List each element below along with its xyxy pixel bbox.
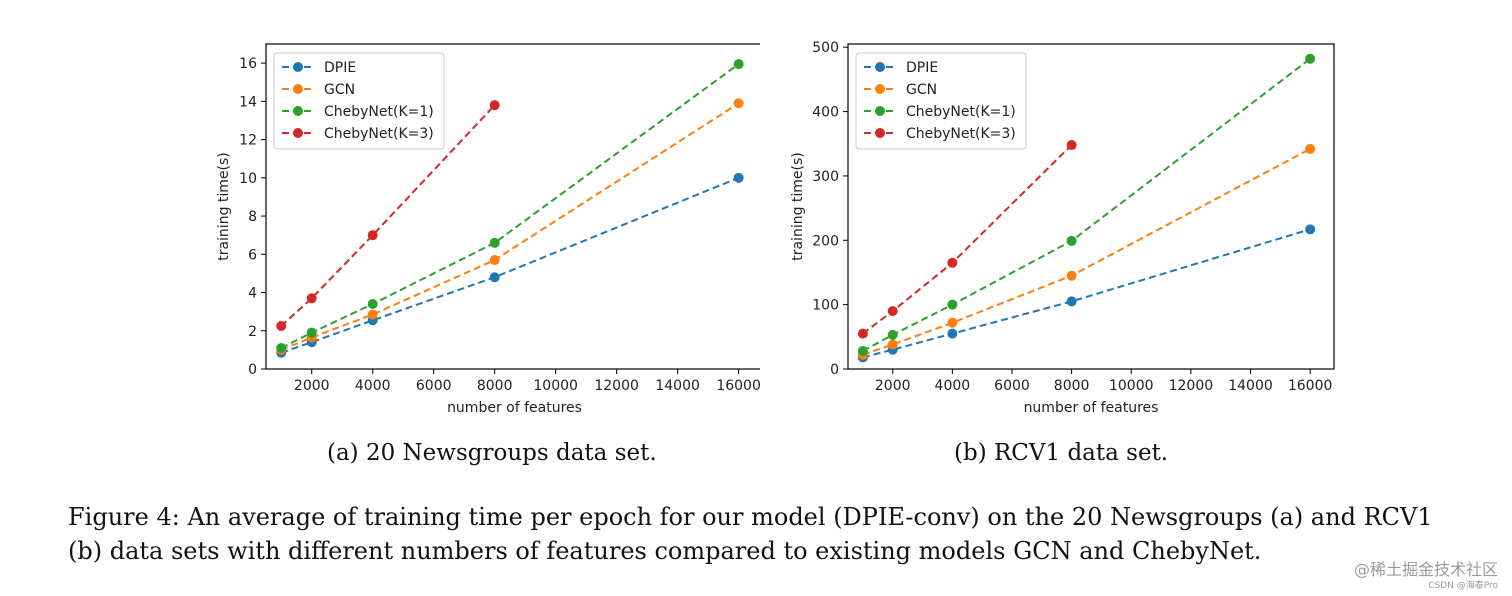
y-tick-label: 12 bbox=[239, 133, 257, 149]
x-tick-label: 6000 bbox=[416, 378, 452, 394]
series-line-gcn bbox=[862, 148, 1311, 356]
data-point bbox=[887, 306, 898, 317]
x-tick-label: 2000 bbox=[294, 378, 330, 394]
data-point bbox=[857, 328, 868, 339]
legend-marker bbox=[875, 84, 885, 94]
y-tick-label: 2 bbox=[248, 324, 257, 340]
plot-frame bbox=[847, 43, 1335, 370]
data-point bbox=[306, 293, 317, 304]
x-tick-label: 4000 bbox=[355, 378, 391, 394]
data-point bbox=[276, 320, 287, 331]
data-point bbox=[367, 230, 378, 241]
legend-marker bbox=[293, 106, 303, 116]
data-point bbox=[306, 327, 317, 338]
y-tick-label: 300 bbox=[812, 169, 839, 185]
data-point bbox=[733, 172, 744, 183]
watermark-subtext: CSDN @海泰Pro bbox=[1428, 581, 1498, 591]
data-point bbox=[857, 345, 868, 356]
legend-box bbox=[855, 52, 1027, 150]
x-axis-label: number of features bbox=[1024, 400, 1159, 416]
data-point bbox=[1305, 53, 1316, 64]
data-point bbox=[489, 237, 500, 248]
y-tick-label: 10 bbox=[239, 171, 257, 187]
data-point bbox=[947, 299, 958, 310]
data-point bbox=[733, 59, 744, 70]
data-point bbox=[489, 272, 500, 283]
legend-marker bbox=[875, 62, 885, 72]
plot-frame bbox=[265, 43, 760, 370]
data-point bbox=[489, 255, 500, 266]
data-point bbox=[1066, 235, 1077, 246]
y-tick-label: 0 bbox=[830, 362, 839, 378]
legend-label: ChebyNet(K=3) bbox=[906, 126, 1016, 142]
subcaption-b: (b) RCV1 data set. bbox=[954, 440, 1169, 466]
data-point bbox=[1066, 270, 1077, 281]
legend-label: DPIE bbox=[324, 60, 356, 76]
x-tick-label: 16000 bbox=[1288, 378, 1333, 394]
y-tick-label: 4 bbox=[248, 286, 257, 302]
y-tick-label: 6 bbox=[248, 247, 257, 263]
x-tick-label: 4000 bbox=[935, 378, 971, 394]
data-point bbox=[887, 339, 898, 350]
data-point bbox=[947, 257, 958, 268]
data-point bbox=[947, 328, 958, 339]
data-point bbox=[1305, 224, 1316, 235]
watermark-text: @稀土掘金技术社区 bbox=[1353, 560, 1498, 579]
series-line-chebynet-k-3- bbox=[862, 144, 1073, 335]
y-axis-label: training time(s) bbox=[216, 152, 232, 261]
y-tick-label: 200 bbox=[812, 233, 839, 249]
legend-label: DPIE bbox=[906, 60, 938, 76]
legend-marker bbox=[875, 128, 885, 138]
data-point bbox=[1066, 140, 1077, 151]
y-tick-label: 0 bbox=[248, 362, 257, 378]
subcaption-a: (a) 20 Newsgroups data set. bbox=[327, 440, 657, 466]
x-tick-label: 12000 bbox=[1169, 378, 1214, 394]
legend-marker bbox=[293, 128, 303, 138]
y-tick-label: 8 bbox=[248, 209, 257, 225]
legend-marker bbox=[293, 62, 303, 72]
data-point bbox=[367, 309, 378, 320]
legend-marker bbox=[875, 106, 885, 116]
x-tick-label: 10000 bbox=[533, 378, 578, 394]
caption-line-2: (b) data sets with different numbers of … bbox=[68, 537, 1262, 565]
data-point bbox=[276, 342, 287, 353]
x-tick-label: 12000 bbox=[594, 378, 639, 394]
x-tick-label: 8000 bbox=[1054, 378, 1090, 394]
series-line-dpie bbox=[862, 228, 1311, 359]
x-tick-label: 14000 bbox=[1228, 378, 1273, 394]
figure-caption: Figure 4: An average of training time pe… bbox=[68, 500, 1508, 568]
x-tick-label: 6000 bbox=[994, 378, 1030, 394]
chart-rcv1: 2000 4000 6000 8000 10000 12000 14000 16000 0 100… bbox=[790, 40, 1335, 416]
y-tick-label: 500 bbox=[812, 40, 839, 56]
data-point bbox=[489, 100, 500, 111]
data-point bbox=[947, 317, 958, 328]
y-tick-label: 14 bbox=[239, 94, 257, 110]
data-point bbox=[887, 329, 898, 340]
y-tick-label: 100 bbox=[812, 298, 839, 314]
x-tick-label: 8000 bbox=[477, 378, 513, 394]
caption-line-1: Figure 4: An average of training time pe… bbox=[68, 503, 1433, 531]
x-tick-label: 16000 bbox=[716, 378, 760, 394]
legend-label: ChebyNet(K=1) bbox=[906, 104, 1016, 120]
legend-label: ChebyNet(K=3) bbox=[324, 126, 434, 142]
legend-label: GCN bbox=[906, 82, 937, 98]
y-tick-label: 16 bbox=[239, 56, 257, 72]
x-tick-label: 10000 bbox=[1109, 378, 1154, 394]
x-tick-label: 14000 bbox=[655, 378, 700, 394]
y-axis-label: training time(s) bbox=[790, 152, 806, 261]
x-tick-label: 2000 bbox=[875, 378, 911, 394]
legend-box bbox=[273, 52, 445, 150]
x-axis-label: number of features bbox=[447, 400, 582, 416]
y-tick-label: 400 bbox=[812, 105, 839, 121]
legend-marker bbox=[293, 84, 303, 94]
data-point bbox=[1305, 143, 1316, 154]
data-point bbox=[367, 299, 378, 309]
series-line-dpie bbox=[280, 176, 739, 354]
chart-20-newsgroups: 2000 4000 6000 8000 10000 12000 14000 16000 0 2 4 6… bbox=[216, 43, 760, 416]
data-point bbox=[733, 98, 744, 109]
legend-label: GCN bbox=[324, 82, 355, 98]
data-point bbox=[1066, 296, 1077, 307]
legend-label: ChebyNet(K=1) bbox=[324, 104, 434, 120]
